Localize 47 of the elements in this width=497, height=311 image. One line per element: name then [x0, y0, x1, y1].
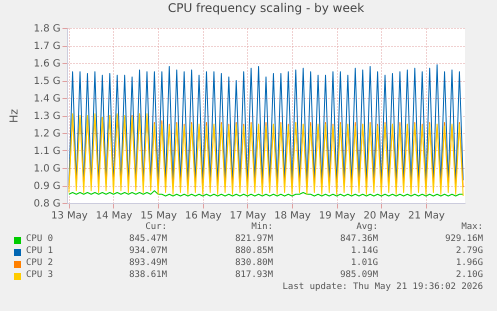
y-tick-label: 1.5 G: [34, 76, 60, 87]
y-tick-label: 1.1 G: [34, 146, 60, 157]
text: 929.16M: [445, 234, 483, 244]
legend-label: CPU 1: [26, 246, 54, 256]
legend-label: CPU 2: [26, 258, 54, 268]
text: 847.36M: [340, 234, 378, 244]
y-tick-label: 1.7 G: [34, 41, 60, 52]
text: 985.09M: [340, 270, 378, 280]
x-tick-label: 20 May: [364, 210, 400, 222]
text: 817.93M: [235, 270, 273, 280]
x-tick-label: 19 May: [318, 210, 356, 222]
text: 845.47M: [129, 234, 167, 244]
x-tick-label: 17 May: [230, 210, 266, 222]
x-tick-label: 13 May: [51, 210, 88, 222]
y-tick-label: 1.8 G: [34, 24, 60, 34]
text: 1.14G: [350, 246, 378, 256]
legend-label: CPU 0: [26, 234, 54, 244]
text: 838.61M: [129, 270, 167, 280]
x-tick-label: 14 May: [96, 210, 132, 222]
text: 2.79G: [456, 246, 483, 256]
text: 821.97M: [235, 234, 273, 244]
text: 893.49M: [129, 258, 167, 268]
y-axis-title: Hz: [8, 108, 21, 124]
y-tick-label: 1.6 G: [34, 58, 60, 70]
y-tick-label: 1.4 G: [34, 94, 60, 104]
text: 934.07M: [129, 246, 167, 256]
text: Cur:: [145, 222, 167, 232]
y-tick-label: 1.3 G: [34, 111, 60, 122]
x-tick-label: 16 May: [184, 210, 222, 222]
text: 880.85M: [235, 246, 273, 256]
x-tick-label: 15 May: [140, 210, 177, 222]
y-tick-label: 0.8 G: [34, 198, 60, 210]
text: Max:: [461, 222, 483, 232]
text: 830.80M: [235, 258, 273, 268]
text: 2.10G: [456, 270, 483, 280]
y-tick-label: 1.2 G: [34, 128, 60, 140]
text: Avg:: [356, 222, 378, 232]
x-tick-label: 18 May: [274, 210, 311, 222]
text: Min:: [251, 222, 273, 232]
chart-title: CPU frequency scaling - by week: [168, 1, 364, 15]
legend-label: CPU 3: [26, 270, 54, 280]
text: 1.96G: [456, 258, 483, 268]
y-tick-label: 0.9 G: [34, 181, 60, 192]
x-tick-label: 21 May: [408, 210, 445, 222]
text: 1.01G: [350, 258, 378, 268]
text: Last update: Thu May 21 19:36:02 2026: [282, 282, 483, 292]
y-tick-label: 1.0 G: [34, 164, 60, 174]
